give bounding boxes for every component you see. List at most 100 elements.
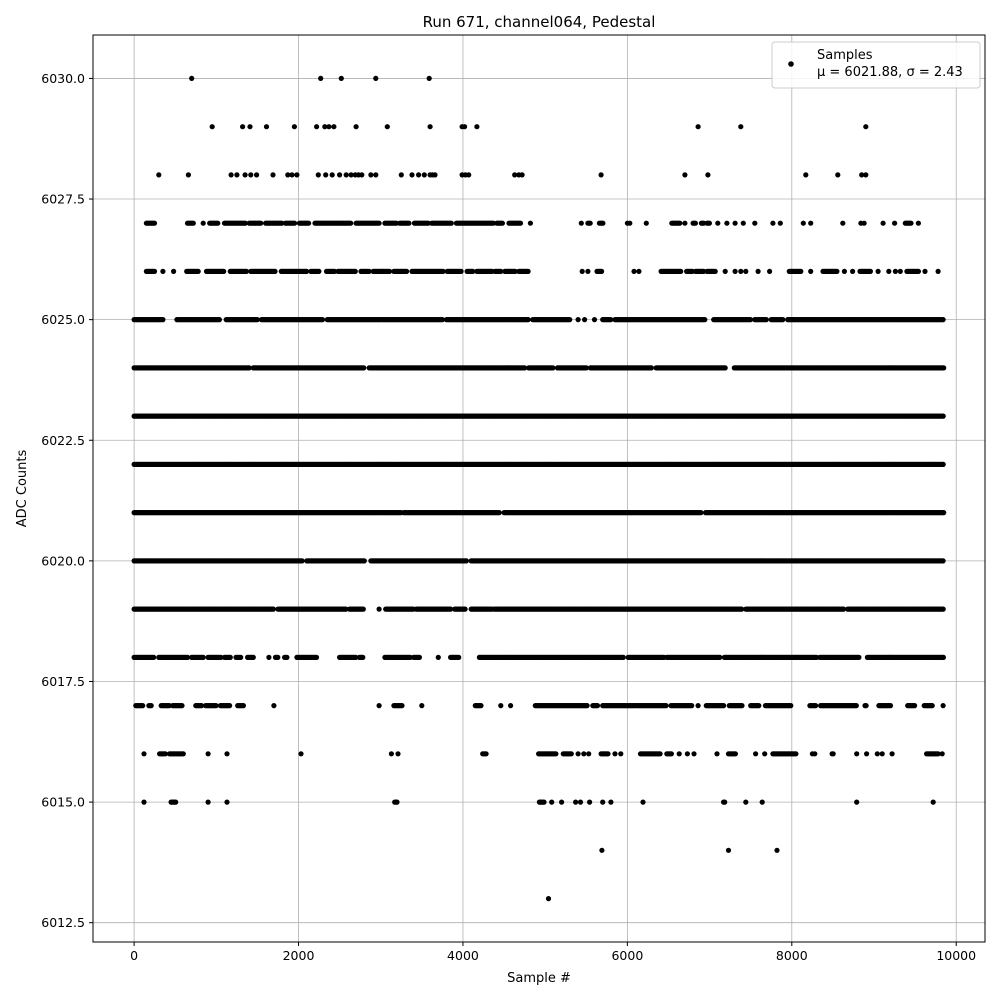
data-point [941,509,947,516]
data-point [151,268,158,274]
data-point [299,558,305,564]
data-point [841,268,848,274]
data-point [326,124,332,130]
data-point [279,220,285,226]
data-point [724,220,730,226]
data-point [348,220,354,226]
data-point [582,317,588,323]
data-point [682,172,688,178]
data-point [270,606,276,612]
data-point [579,268,585,274]
data-point [318,75,324,81]
data-point [404,268,410,274]
data-point [578,220,584,226]
data-point [648,365,655,371]
data-point [376,220,382,226]
data-point [863,172,869,178]
data-point [583,365,589,371]
data-point [835,172,841,178]
data-point [678,268,684,274]
data-point [373,75,379,81]
data-point [221,268,227,274]
data-point [348,172,354,178]
data-point [722,268,728,274]
data-point [294,172,300,178]
data-point [246,365,252,371]
data-point [525,317,531,323]
data-point [861,220,867,226]
data-point [316,268,322,274]
data-point [171,268,177,274]
data-point [677,220,683,226]
data-point [705,172,711,178]
data-point [732,220,738,226]
data-point [922,268,928,274]
data-point [767,268,773,274]
data-point [432,172,438,178]
data-point [160,317,166,323]
data-point [591,317,598,323]
data-point [314,124,320,130]
data-point [209,124,215,130]
data-point [151,220,158,226]
data-point [216,317,222,323]
data-point [361,558,367,564]
data-point [272,268,278,274]
data-point [567,317,573,323]
data-point [331,124,337,130]
data-point [743,268,749,274]
data-point [585,268,591,274]
data-point [643,220,649,226]
data-point [195,268,201,274]
data-point [780,317,786,323]
data-point [366,268,372,274]
data-point [359,172,365,178]
data-point [850,268,856,274]
data-point [470,268,476,274]
data-point [599,268,605,274]
data-point [426,75,432,81]
data-point [248,172,254,178]
data-point [940,317,946,323]
data-point [398,172,404,178]
data-point [215,220,221,226]
data-point [291,124,297,130]
data-point [915,268,922,274]
data-point [692,220,699,226]
data-point [368,172,374,178]
data-point [587,220,593,226]
data-point [190,220,196,226]
data-point [322,124,328,130]
data-point [763,317,769,323]
data-point [285,172,291,178]
data-point [292,220,298,226]
data-point [740,220,746,226]
data-point [247,124,253,130]
data-point [240,124,246,130]
data-point [940,413,946,419]
data-point [353,124,359,130]
data-point [440,268,446,274]
data-point [892,268,899,274]
data-points [131,75,947,902]
data-point [808,268,814,274]
data-point [254,172,260,178]
data-point [343,172,349,178]
data-point [892,220,898,226]
data-point [940,461,946,467]
data-point [525,268,531,274]
data-point [682,220,688,226]
data-point [463,558,469,564]
data-point [496,509,502,516]
data-point [631,268,637,274]
data-point [160,268,166,274]
data-point [867,268,874,274]
data-point [800,220,806,226]
data-point [352,268,358,274]
data-point [258,220,264,226]
data-point [466,172,472,178]
data-point [499,220,505,226]
data-point [185,172,191,178]
data-point [338,75,344,81]
